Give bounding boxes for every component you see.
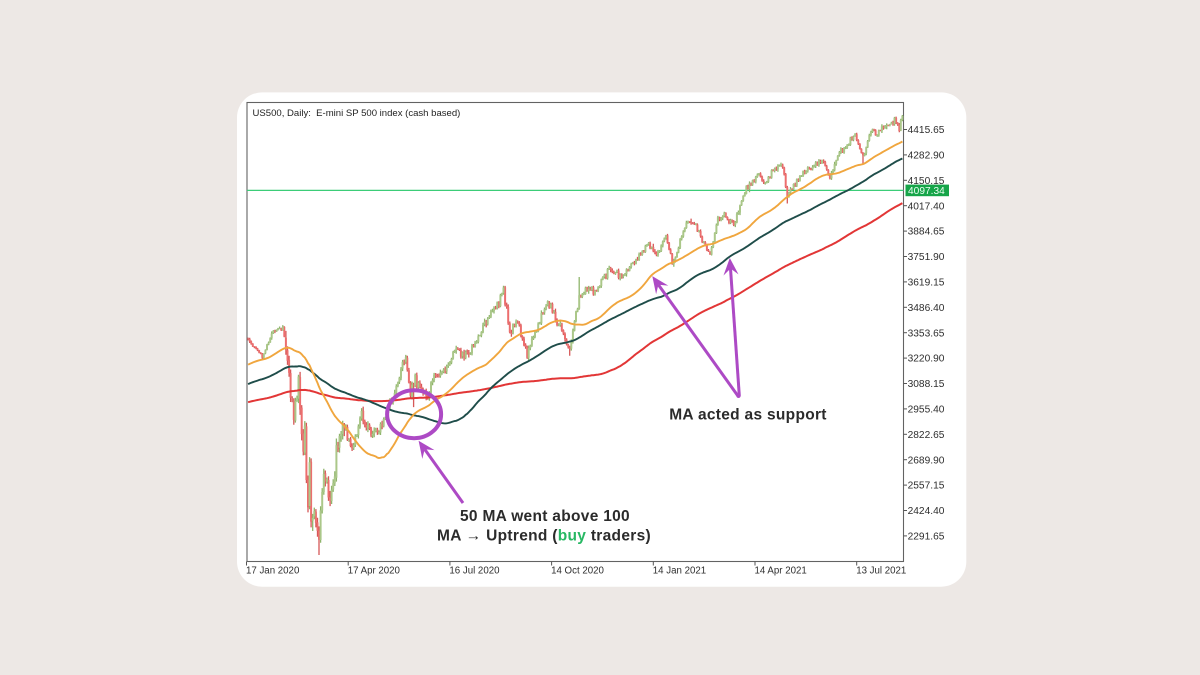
svg-text:50 MA went above 100: 50 MA went above 100 xyxy=(460,508,630,525)
svg-text:2955.40: 2955.40 xyxy=(908,405,945,416)
svg-text:2689.90: 2689.90 xyxy=(908,455,945,466)
svg-text:3751.90: 3751.90 xyxy=(908,252,945,263)
svg-text:14 Apr 2021: 14 Apr 2021 xyxy=(755,565,807,576)
svg-text:US500, Daily: E-mini SP 500 i: US500, Daily: E-mini SP 500 index (cash … xyxy=(253,108,461,119)
svg-text:3353.65: 3353.65 xyxy=(908,328,945,339)
svg-text:2291.65: 2291.65 xyxy=(908,532,945,543)
svg-text:2822.65: 2822.65 xyxy=(908,430,945,441)
svg-text:3088.15: 3088.15 xyxy=(908,379,945,390)
svg-text:17 Jan 2020: 17 Jan 2020 xyxy=(246,565,300,576)
svg-text:4282.90: 4282.90 xyxy=(908,151,945,162)
svg-text:3220.90: 3220.90 xyxy=(908,354,945,365)
svg-text:4097.34: 4097.34 xyxy=(908,186,945,197)
svg-text:16 Jul 2020: 16 Jul 2020 xyxy=(449,565,500,576)
svg-text:3884.65: 3884.65 xyxy=(908,227,945,238)
svg-text:17 Apr 2020: 17 Apr 2020 xyxy=(348,565,401,576)
svg-text:4017.40: 4017.40 xyxy=(908,201,945,212)
svg-text:MA acted as support: MA acted as support xyxy=(669,407,827,424)
svg-text:14 Jan 2021: 14 Jan 2021 xyxy=(653,565,706,576)
svg-text:4415.65: 4415.65 xyxy=(908,125,945,136)
svg-text:2424.40: 2424.40 xyxy=(908,506,945,517)
svg-text:14 Oct 2020: 14 Oct 2020 xyxy=(551,565,604,576)
svg-text:3619.15: 3619.15 xyxy=(908,278,945,289)
svg-text:3486.40: 3486.40 xyxy=(908,303,945,314)
svg-text:4150.15: 4150.15 xyxy=(908,176,945,187)
svg-text:2557.15: 2557.15 xyxy=(908,481,945,492)
svg-text:13 Jul 2021: 13 Jul 2021 xyxy=(856,565,906,576)
svg-text:MA → Uptrend (buy traders): MA → Uptrend (buy traders) xyxy=(437,528,651,545)
